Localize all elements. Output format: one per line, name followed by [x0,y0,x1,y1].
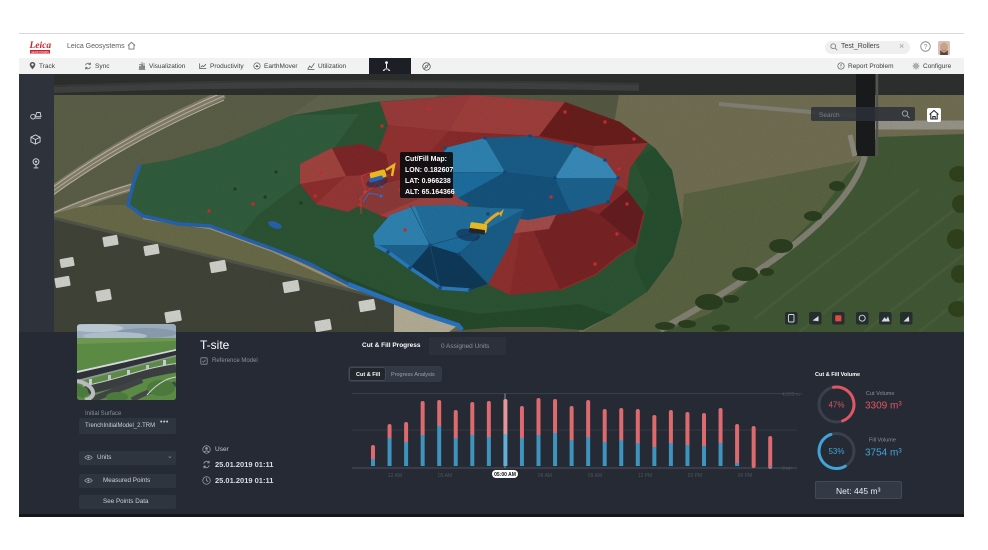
svg-text:53%: 53% [828,447,844,456]
svg-text:Search: Search [819,112,840,119]
svg-text:LON: 0.182607: LON: 0.182607 [405,167,453,174]
svg-text:Cut Volume: Cut Volume [866,391,894,397]
svg-text:3754 m³: 3754 m³ [865,448,902,459]
svg-text:?: ? [924,44,928,51]
svg-text:4,000 m³: 4,000 m³ [782,392,802,398]
svg-text:03 AM: 03 AM [438,473,452,479]
svg-text:LAT: 0.966238: LAT: 0.966238 [405,178,451,185]
svg-text:05:00 AM: 05:00 AM [494,472,516,478]
svg-text:Leica: Leica [29,41,51,51]
svg-text:47%: 47% [828,401,844,410]
svg-text:06 AM: 06 AM [538,473,552,479]
svg-text:0 m³: 0 m³ [782,466,792,472]
svg-text:3309 m³: 3309 m³ [865,401,902,412]
svg-text:06 PM: 06 PM [738,473,752,479]
svg-text:Fill Volume: Fill Volume [869,438,896,444]
svg-text:GEOSYSTEMS: GEOSYSTEMS [31,51,49,54]
svg-text:09 AM: 09 AM [588,473,602,479]
svg-text:12 AM: 12 AM [388,473,402,479]
svg-text:ALT: 65.164366: ALT: 65.164366 [405,189,455,196]
svg-text:03 PM: 03 PM [688,473,702,479]
svg-text:12 PM: 12 PM [638,473,652,479]
svg-text:Cut/Fill Map:: Cut/Fill Map: [405,156,447,163]
